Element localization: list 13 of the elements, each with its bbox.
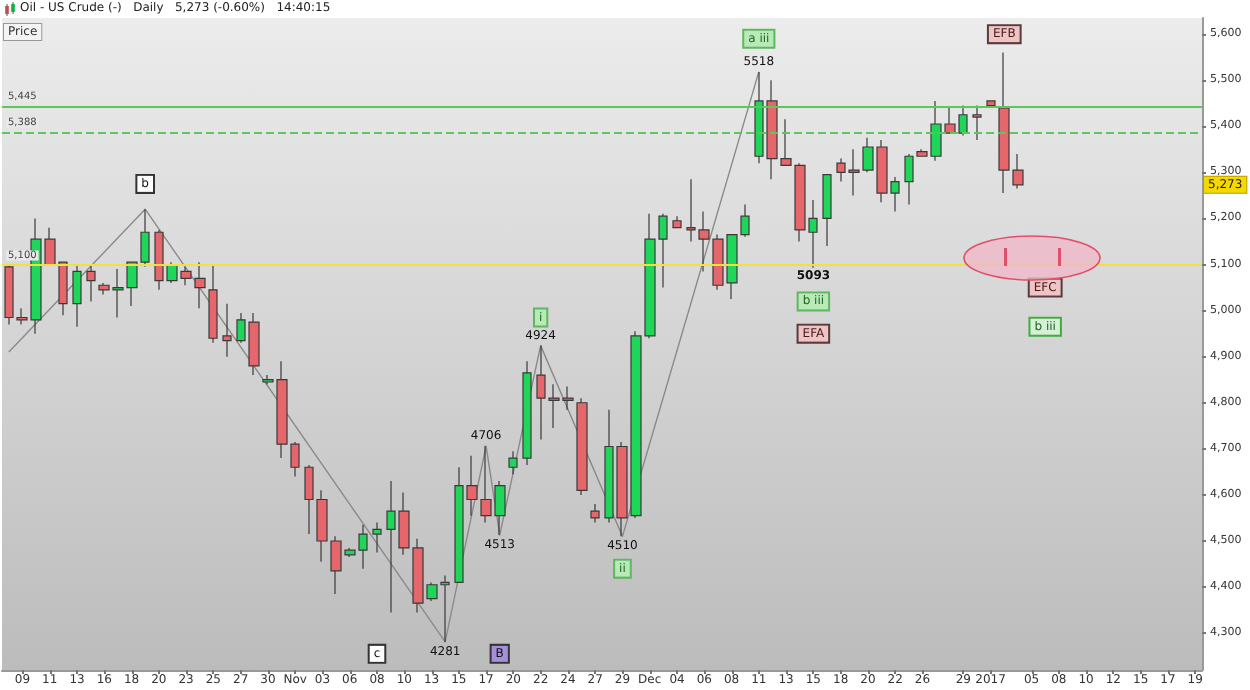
candlestick — [86, 263, 96, 302]
candlestick — [672, 215, 682, 229]
candlestick — [72, 263, 82, 328]
candlestick — [576, 397, 588, 496]
candlestick — [522, 360, 532, 466]
candlestick — [822, 174, 832, 247]
candlestick — [372, 521, 382, 554]
candlestick — [508, 450, 518, 475]
candlestick — [986, 100, 996, 107]
candlestick — [590, 503, 600, 524]
candlestick — [972, 104, 982, 141]
candlestick — [222, 303, 232, 358]
candlestick — [208, 263, 218, 344]
